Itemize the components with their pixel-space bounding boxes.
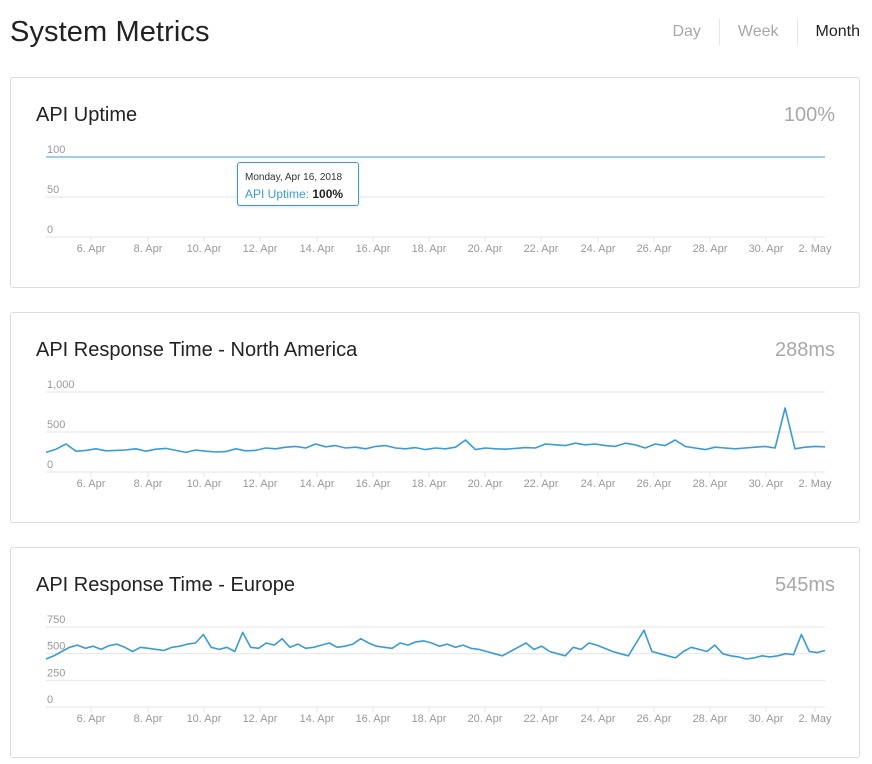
x-tick-label: 30. Apr bbox=[749, 243, 784, 255]
series-line[interactable] bbox=[45, 629, 826, 660]
x-tick-label: 10. Apr bbox=[187, 713, 222, 725]
x-tick-label: 6. Apr bbox=[77, 243, 106, 255]
x-tick-label: 22. Apr bbox=[524, 713, 559, 725]
x-tick-label: 2. May bbox=[798, 713, 832, 725]
card-api-response-na: API Response Time - North America 288ms … bbox=[10, 312, 860, 523]
x-tick-label: 24. Apr bbox=[581, 478, 616, 490]
page-header: System Metrics Day Week Month bbox=[10, 0, 862, 70]
page-title: System Metrics bbox=[10, 16, 210, 48]
x-tick-label: 10. Apr bbox=[187, 243, 222, 255]
range-tabs: Day Week Month bbox=[654, 19, 862, 45]
x-tick-label: 26. Apr bbox=[637, 243, 672, 255]
x-tick-label: 28. Apr bbox=[693, 478, 728, 490]
x-tick-label: 6. Apr bbox=[77, 713, 106, 725]
x-tick-label: 26. Apr bbox=[637, 713, 672, 725]
x-tick-label: 24. Apr bbox=[581, 713, 616, 725]
x-tick-label: 30. Apr bbox=[749, 478, 784, 490]
y-tick-label: 50 bbox=[47, 184, 59, 196]
x-tick-label: 8. Apr bbox=[134, 713, 163, 725]
card-api-uptime: API Uptime 100% 0 50 100 6. Apr 8. Apr 10. Ap… bbox=[10, 77, 860, 288]
x-tick-label: 14. Apr bbox=[300, 713, 335, 725]
y-tick-label: 750 bbox=[47, 614, 65, 626]
response-na-chart[interactable]: 0 500 1,000 6. Apr 8. Apr 10. Apr 12. Apr 14. A… bbox=[11, 313, 859, 522]
x-tick-label: 18. Apr bbox=[412, 478, 447, 490]
range-tab-day[interactable]: Day bbox=[672, 23, 701, 40]
x-tick-label: 10. Apr bbox=[187, 478, 222, 490]
tooltip-value: 100% bbox=[312, 187, 344, 201]
x-tick-label: 20. Apr bbox=[468, 478, 503, 490]
x-tick-label: 24. Apr bbox=[581, 243, 616, 255]
y-tick-label: 0 bbox=[47, 224, 53, 236]
x-tick-label: 14. Apr bbox=[300, 478, 335, 490]
tooltip-line: API Uptime: 100% bbox=[245, 187, 344, 201]
y-tick-label: 250 bbox=[47, 667, 65, 679]
x-tick-label: 12. Apr bbox=[243, 478, 278, 490]
series-line[interactable] bbox=[45, 407, 826, 454]
x-tick-label: 22. Apr bbox=[524, 478, 559, 490]
x-tick-label: 12. Apr bbox=[243, 713, 278, 725]
x-tick-label: 16. Apr bbox=[356, 713, 391, 725]
y-tick-label: 500 bbox=[47, 641, 65, 653]
range-tab-week[interactable]: Week bbox=[718, 19, 797, 45]
y-tick-label: 0 bbox=[47, 694, 53, 706]
x-tick-label: 20. Apr bbox=[468, 243, 503, 255]
y-tick-label: 500 bbox=[47, 419, 65, 431]
x-tick-label: 16. Apr bbox=[356, 478, 391, 490]
y-tick-label: 100 bbox=[47, 144, 65, 156]
range-tab-month[interactable]: Month bbox=[796, 19, 862, 45]
x-tick-label: 28. Apr bbox=[693, 243, 728, 255]
x-tick-label: 30. Apr bbox=[749, 713, 784, 725]
x-tick-label: 18. Apr bbox=[412, 243, 447, 255]
x-tick-label: 14. Apr bbox=[300, 243, 335, 255]
x-tick-label: 12. Apr bbox=[243, 243, 278, 255]
x-tick-label: 6. Apr bbox=[77, 478, 106, 490]
y-tick-label: 1,000 bbox=[47, 379, 75, 391]
chart-tooltip: Monday, Apr 16, 2018 API Uptime: 100% bbox=[237, 162, 359, 206]
x-tick-label: 22. Apr bbox=[524, 243, 559, 255]
x-tick-label: 18. Apr bbox=[412, 713, 447, 725]
response-eu-chart[interactable]: 0 250 500 750 6. Apr 8. Apr 10. Apr 12. Apr 14. … bbox=[11, 548, 859, 757]
x-tick-label: 8. Apr bbox=[134, 243, 163, 255]
card-api-response-eu: API Response Time - Europe 545ms 0 250 500… bbox=[10, 547, 860, 758]
x-tick-label: 2. May bbox=[798, 478, 832, 490]
x-tick-label: 20. Apr bbox=[468, 713, 503, 725]
card-title: API Response Time - Europe bbox=[36, 574, 296, 596]
tooltip-date: Monday, Apr 16, 2018 bbox=[245, 172, 343, 183]
card-title: API Uptime bbox=[36, 104, 138, 126]
card-title: API Response Time - North America bbox=[36, 339, 358, 361]
card-value: 100% bbox=[783, 104, 835, 126]
y-tick-label: 0 bbox=[47, 459, 53, 471]
card-value: 545ms bbox=[774, 574, 835, 596]
card-value: 288ms bbox=[774, 339, 835, 361]
tooltip-series: API Uptime bbox=[245, 187, 306, 201]
x-tick-label: 2. May bbox=[798, 243, 832, 255]
x-tick-label: 28. Apr bbox=[693, 713, 728, 725]
uptime-chart[interactable]: 0 50 100 6. Apr 8. Apr 10. Apr 12. Apr 14. Apr 1… bbox=[11, 78, 859, 287]
x-tick-label: 16. Apr bbox=[356, 243, 391, 255]
x-tick-label: 26. Apr bbox=[637, 478, 672, 490]
x-tick-label: 8. Apr bbox=[134, 478, 163, 490]
